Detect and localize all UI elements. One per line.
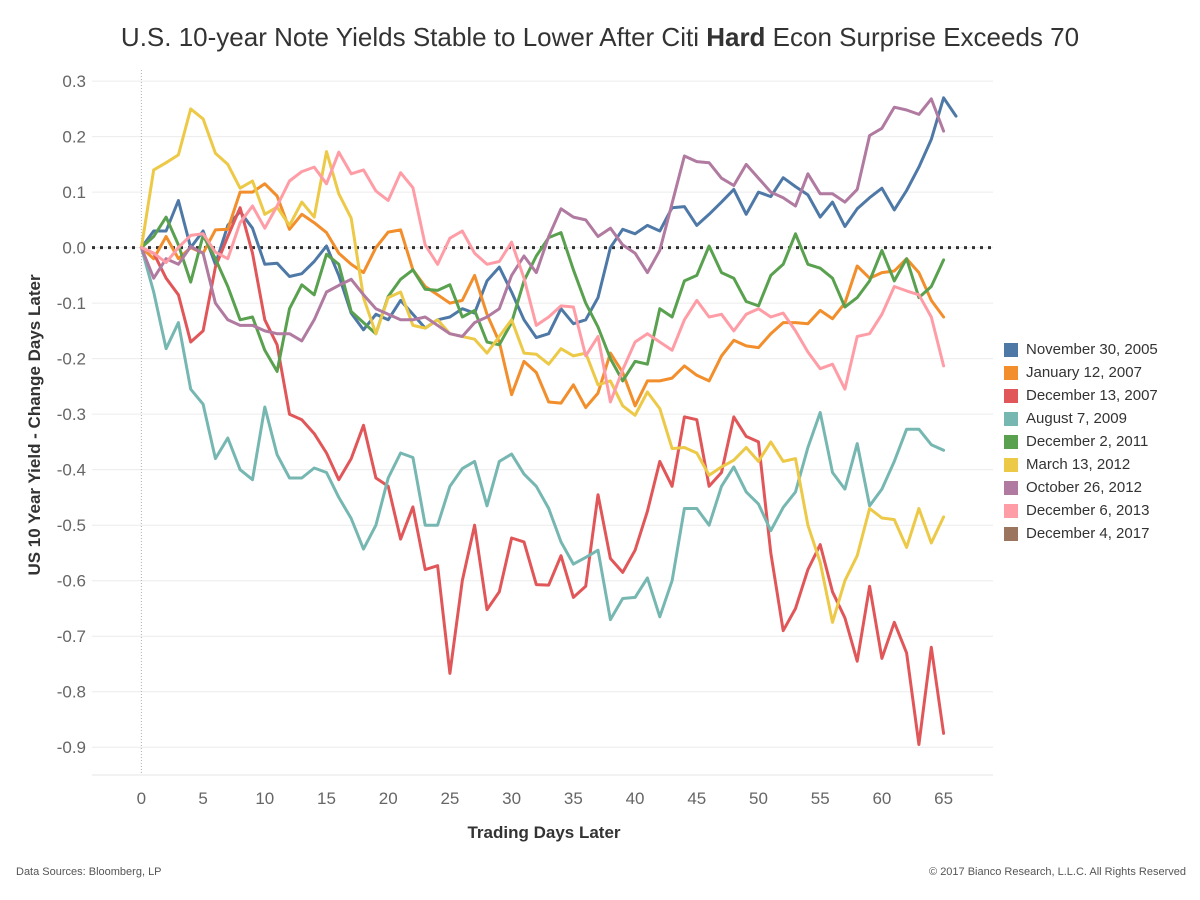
legend-label: October 26, 2012 bbox=[1026, 479, 1142, 496]
y-tick-label: -0.9 bbox=[57, 738, 86, 757]
legend-item: December 6, 2013 bbox=[1004, 499, 1158, 522]
y-tick-label: -0.5 bbox=[57, 516, 86, 535]
legend-label: November 30, 2005 bbox=[1026, 341, 1158, 358]
x-tick-label: 0 bbox=[137, 789, 146, 808]
y-tick-label: -0.2 bbox=[57, 350, 86, 369]
series-line bbox=[139, 182, 946, 409]
chart-title: U.S. 10-year Note Yields Stable to Lower… bbox=[120, 22, 1080, 52]
legend-label: August 7, 2009 bbox=[1026, 410, 1127, 427]
x-tick-label: 25 bbox=[440, 789, 459, 808]
copyright: © 2017 Bianco Research, L.L.C. All Right… bbox=[929, 866, 1186, 878]
legend-swatch bbox=[1004, 526, 1018, 541]
x-tick-label: 60 bbox=[872, 789, 891, 808]
legend-item: November 30, 2005 bbox=[1004, 338, 1158, 361]
x-tick-label: 65 bbox=[934, 789, 953, 808]
x-tick-label: 5 bbox=[198, 789, 207, 808]
y-tick-label: -0.1 bbox=[57, 294, 86, 313]
x-tick-label: 15 bbox=[317, 789, 336, 808]
series-line bbox=[139, 206, 946, 746]
y-tick-label: 0.3 bbox=[62, 72, 86, 91]
series-line bbox=[139, 96, 958, 340]
legend-item: August 7, 2009 bbox=[1004, 407, 1158, 430]
x-tick-label: 10 bbox=[255, 789, 274, 808]
legend-swatch bbox=[1004, 411, 1018, 426]
legend-label: March 13, 2012 bbox=[1026, 456, 1131, 473]
legend-label: January 12, 2007 bbox=[1026, 364, 1142, 381]
x-tick-label: 30 bbox=[502, 789, 521, 808]
legend-item: December 2, 2011 bbox=[1004, 430, 1158, 453]
x-tick-label: 40 bbox=[626, 789, 645, 808]
series-lines bbox=[139, 96, 958, 746]
legend-swatch bbox=[1004, 365, 1018, 380]
y-axis-title: US 10 Year Yield - Change Days Later bbox=[25, 274, 44, 575]
legend-label: December 2, 2011 bbox=[1026, 433, 1149, 450]
series-line bbox=[139, 97, 946, 343]
y-tick-label: -0.4 bbox=[57, 461, 86, 480]
legend-swatch bbox=[1004, 388, 1018, 403]
legend-label: December 13, 2007 bbox=[1026, 387, 1158, 404]
series-line bbox=[139, 215, 946, 383]
y-tick-label: 0.1 bbox=[62, 183, 86, 202]
x-tick-label: 35 bbox=[564, 789, 583, 808]
y-tick-label: -0.7 bbox=[57, 627, 86, 646]
legend-item: October 26, 2012 bbox=[1004, 476, 1158, 499]
x-tick-label: 20 bbox=[379, 789, 398, 808]
legend-swatch bbox=[1004, 503, 1018, 518]
legend-swatch bbox=[1004, 457, 1018, 472]
legend: November 30, 2005 January 12, 2007 Decembe… bbox=[1004, 338, 1158, 545]
x-tick-label: 50 bbox=[749, 789, 768, 808]
x-tick-label: 55 bbox=[811, 789, 830, 808]
data-source: Data Sources: Bloomberg, LP bbox=[16, 866, 162, 878]
legend-item: December 4, 2017 bbox=[1004, 522, 1158, 545]
y-axis-ticks: 0.3 0.2 0.1 0.0 -0.1 -0.2 -0.3 -0.4 -0.5 -0.6 -0.7… bbox=[57, 72, 86, 757]
series-line bbox=[139, 246, 946, 622]
legend-item: January 12, 2007 bbox=[1004, 361, 1158, 384]
x-axis-ticks: 0 5 10 15 20 25 30 35 40 45 50 55 60 65 bbox=[137, 789, 953, 808]
gridlines bbox=[92, 70, 993, 776]
legend-item: March 13, 2012 bbox=[1004, 453, 1158, 476]
legend-swatch bbox=[1004, 434, 1018, 449]
legend-label: December 4, 2017 bbox=[1026, 525, 1150, 542]
y-tick-label: -0.8 bbox=[57, 683, 86, 702]
y-tick-label: -0.3 bbox=[57, 405, 86, 424]
y-tick-label: 0.0 bbox=[62, 239, 86, 258]
legend-label: December 6, 2013 bbox=[1026, 502, 1150, 519]
x-axis-title: Trading Days Later bbox=[467, 823, 620, 842]
x-tick-label: 45 bbox=[687, 789, 706, 808]
legend-swatch bbox=[1004, 480, 1018, 495]
y-tick-label: 0.2 bbox=[62, 128, 86, 147]
series-line bbox=[139, 150, 946, 404]
legend-item: December 13, 2007 bbox=[1004, 384, 1158, 407]
legend-swatch bbox=[1004, 342, 1018, 357]
y-tick-label: -0.6 bbox=[57, 572, 86, 591]
